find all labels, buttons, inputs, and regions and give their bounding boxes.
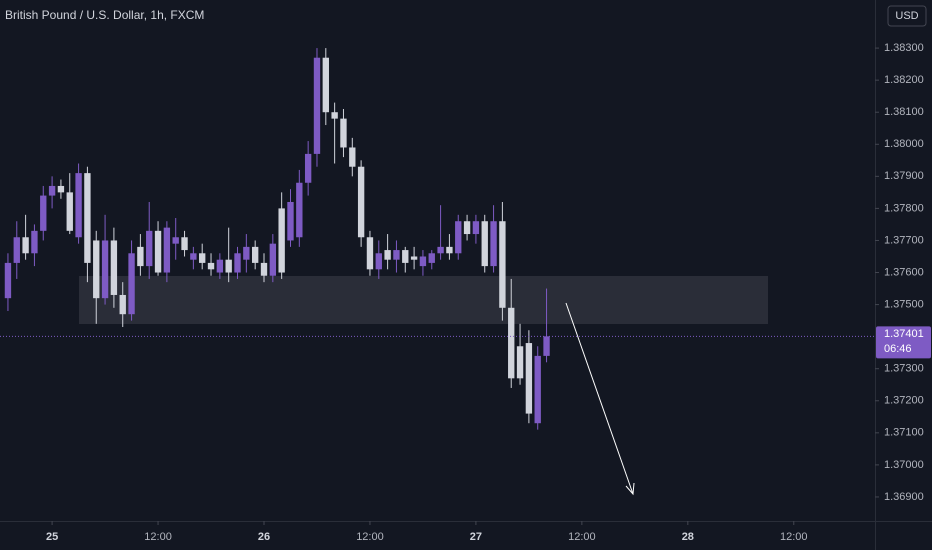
candle-body bbox=[137, 246, 144, 267]
candle-body bbox=[84, 173, 91, 263]
candle-body bbox=[455, 221, 462, 254]
candle-body bbox=[66, 192, 73, 231]
x-tick-label: 27 bbox=[470, 531, 482, 543]
candle-body bbox=[13, 237, 20, 263]
y-tick-label: 1.37100 bbox=[884, 427, 924, 439]
candle-body bbox=[296, 182, 303, 238]
x-tick-label: 12:00 bbox=[144, 531, 172, 543]
candle-body bbox=[75, 173, 82, 238]
candle-body bbox=[101, 240, 109, 299]
y-tick-label: 1.37800 bbox=[884, 202, 924, 214]
candle-body bbox=[428, 253, 435, 263]
y-tick-label: 1.38000 bbox=[884, 138, 924, 150]
candle-body bbox=[516, 346, 524, 379]
candle-body bbox=[534, 355, 541, 424]
candle-body bbox=[278, 208, 285, 273]
arrow-head bbox=[625, 482, 635, 496]
candles bbox=[4, 48, 550, 430]
candle-body bbox=[207, 262, 215, 270]
candle-body bbox=[393, 250, 400, 260]
candle-body bbox=[93, 240, 100, 299]
candle-body bbox=[304, 153, 312, 183]
candle-body bbox=[243, 246, 250, 260]
candle-body bbox=[410, 256, 418, 260]
x-tick-label: 12:00 bbox=[780, 531, 808, 543]
candle-body bbox=[225, 259, 232, 273]
candle-body bbox=[119, 294, 126, 315]
candle-body bbox=[313, 57, 321, 154]
candle-body bbox=[22, 237, 29, 254]
candle-body bbox=[499, 221, 506, 308]
y-tick-label: 1.38300 bbox=[884, 42, 924, 54]
candle-body bbox=[260, 262, 268, 276]
candle-body bbox=[128, 253, 135, 315]
candle-body bbox=[181, 237, 188, 251]
y-tick-label: 1.37600 bbox=[884, 266, 924, 278]
x-tick-label: 25 bbox=[46, 531, 58, 543]
candle-body bbox=[172, 237, 179, 244]
candle-body bbox=[31, 230, 38, 254]
x-tick-label: 28 bbox=[682, 531, 694, 543]
candle-body bbox=[490, 221, 497, 267]
y-tick-label: 1.37000 bbox=[884, 459, 924, 471]
candle-body bbox=[402, 250, 409, 263]
y-tick-label: 1.37200 bbox=[884, 395, 924, 407]
candle-body bbox=[251, 246, 259, 263]
x-tick-label: 26 bbox=[258, 531, 270, 543]
y-tick-label: 1.37700 bbox=[884, 234, 924, 246]
last-price-label: 1.37401 bbox=[884, 328, 924, 340]
y-tick-label: 1.36900 bbox=[884, 491, 924, 503]
candle-body bbox=[340, 118, 347, 148]
countdown: 06:46 bbox=[884, 343, 912, 355]
arrow-line bbox=[565, 302, 634, 495]
candle-body bbox=[57, 185, 65, 193]
candle-body bbox=[199, 253, 206, 263]
x-tick-label: 12:00 bbox=[356, 531, 384, 543]
y-tick-label: 1.38200 bbox=[884, 74, 924, 86]
candle-body bbox=[216, 259, 224, 273]
candle-body bbox=[154, 230, 162, 273]
candle-body bbox=[190, 253, 197, 260]
candle-body bbox=[525, 343, 533, 414]
candle-body bbox=[481, 221, 488, 267]
candle-body bbox=[463, 221, 471, 235]
candle-body bbox=[375, 253, 382, 270]
x-tick-label: 12:00 bbox=[568, 531, 596, 543]
candle-body bbox=[446, 246, 453, 254]
arrow bbox=[565, 302, 635, 496]
chart-title: British Pound / U.S. Dollar, 1h, FXCM bbox=[5, 8, 204, 22]
candle-body bbox=[234, 253, 241, 273]
y-tick-label: 1.37500 bbox=[884, 298, 924, 310]
zone bbox=[79, 276, 768, 324]
candle-body bbox=[287, 201, 294, 241]
candle-body bbox=[40, 195, 47, 231]
candle-body bbox=[146, 230, 153, 267]
candle-body bbox=[437, 246, 444, 254]
candle-body bbox=[4, 262, 12, 299]
candle-body bbox=[349, 147, 356, 167]
last-price-tag bbox=[876, 326, 931, 359]
candle-body bbox=[48, 185, 56, 196]
y-tick-label: 1.37900 bbox=[884, 170, 924, 182]
candle-body bbox=[163, 227, 171, 273]
candle-body bbox=[322, 57, 329, 113]
candle-body bbox=[269, 243, 277, 276]
y-tick-label: 1.37300 bbox=[884, 363, 924, 375]
candle-body bbox=[419, 256, 427, 267]
candle-body bbox=[508, 307, 515, 379]
y-tick-label: 1.38100 bbox=[884, 106, 924, 118]
candle-body bbox=[472, 221, 480, 235]
candle-body bbox=[331, 112, 338, 119]
candle-body bbox=[366, 237, 374, 270]
currency[interactable]: USD bbox=[895, 10, 918, 22]
candle-body bbox=[357, 166, 365, 238]
candle-body bbox=[543, 336, 550, 356]
currency-button[interactable] bbox=[887, 5, 927, 27]
candle-body bbox=[110, 240, 118, 295]
candle-body bbox=[384, 250, 391, 260]
